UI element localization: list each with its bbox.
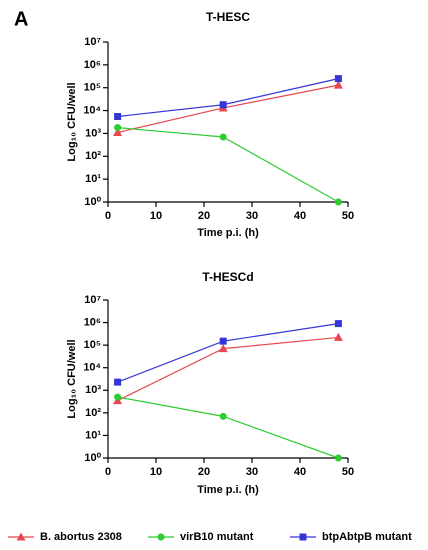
y-tick-label: 10⁵ xyxy=(84,339,101,351)
marker-square xyxy=(114,113,122,121)
legend-label: B. abortus 2308 xyxy=(40,531,122,543)
legend-marker xyxy=(299,533,307,541)
series-line xyxy=(117,78,339,118)
y-axis-label: Log₁₀ CFU/well xyxy=(66,339,78,418)
x-tick-label: 10 xyxy=(150,466,162,478)
panel-label: A xyxy=(14,8,28,30)
series-line xyxy=(117,84,339,134)
y-tick-label: 10⁷ xyxy=(84,294,101,306)
x-tick-label: 30 xyxy=(246,210,258,222)
marker-circle xyxy=(114,124,122,132)
marker-square xyxy=(334,320,342,328)
marker-circle xyxy=(114,393,122,401)
x-tick-label: 20 xyxy=(198,466,210,478)
chart-title: T-HESC xyxy=(206,10,250,24)
x-tick-label: 0 xyxy=(105,210,111,222)
marker-triangle xyxy=(113,127,123,136)
y-tick-label: 10¹ xyxy=(85,429,101,441)
x-tick-label: 30 xyxy=(246,466,258,478)
y-tick-label: 10⁶ xyxy=(84,316,101,328)
y-tick-label: 10³ xyxy=(85,127,101,139)
legend-marker xyxy=(16,532,26,541)
marker-square xyxy=(219,101,227,109)
marker-circle xyxy=(219,412,227,420)
y-tick-label: 10⁰ xyxy=(84,196,101,208)
series-line xyxy=(117,126,339,203)
x-tick-label: 20 xyxy=(198,210,210,222)
y-tick-label: 10³ xyxy=(85,384,101,396)
series-line xyxy=(117,396,339,459)
x-tick-label: 50 xyxy=(342,466,354,478)
marker-square xyxy=(334,75,342,83)
y-tick-label: 10⁵ xyxy=(84,82,101,94)
series-line xyxy=(117,323,339,383)
y-tick-label: 10⁴ xyxy=(83,104,101,116)
marker-circle xyxy=(334,198,342,206)
marker-triangle xyxy=(333,332,343,341)
y-tick-label: 10⁶ xyxy=(84,59,101,71)
x-tick-label: 0 xyxy=(105,466,111,478)
x-tick-label: 40 xyxy=(294,210,306,222)
legend-label: btpAbtpB mutant xyxy=(322,531,412,543)
marker-triangle xyxy=(218,344,228,353)
legend-label: virB10 mutant xyxy=(180,531,254,543)
y-tick-label: 10⁰ xyxy=(84,452,101,464)
chart-title: T-HESCd xyxy=(202,270,253,284)
y-tick-label: 10² xyxy=(85,150,101,162)
marker-circle xyxy=(219,133,227,141)
marker-square xyxy=(114,378,122,386)
y-tick-label: 10⁷ xyxy=(84,36,101,48)
x-tick-label: 50 xyxy=(342,210,354,222)
y-tick-label: 10² xyxy=(85,407,101,419)
x-axis-label: Time p.i. (h) xyxy=(197,484,259,496)
y-tick-label: 10¹ xyxy=(85,173,101,185)
y-axis-label: Log₁₀ CFU/well xyxy=(66,82,78,161)
legend-marker xyxy=(157,533,165,541)
marker-triangle xyxy=(333,80,343,89)
y-tick-label: 10⁴ xyxy=(83,362,101,374)
x-tick-label: 10 xyxy=(150,210,162,222)
x-tick-label: 40 xyxy=(294,466,306,478)
marker-circle xyxy=(334,454,342,462)
x-axis-label: Time p.i. (h) xyxy=(197,227,259,239)
marker-square xyxy=(219,337,227,345)
